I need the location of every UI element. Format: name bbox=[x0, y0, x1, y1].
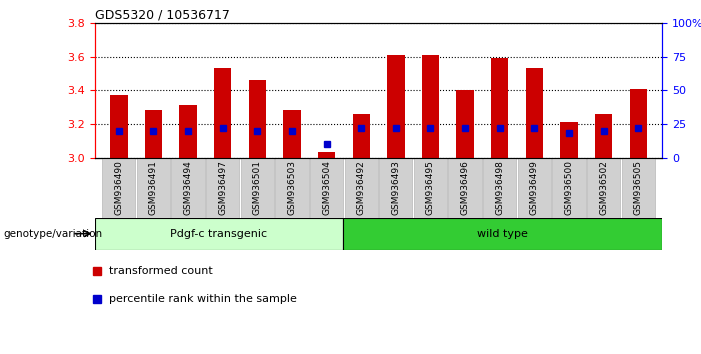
Bar bbox=[310, 158, 343, 218]
Bar bbox=[179, 105, 197, 158]
Text: GSM936501: GSM936501 bbox=[253, 160, 262, 215]
Bar bbox=[483, 158, 517, 218]
Text: Pdgf-c transgenic: Pdgf-c transgenic bbox=[170, 229, 267, 239]
Bar bbox=[387, 55, 404, 158]
Text: GSM936494: GSM936494 bbox=[184, 160, 193, 215]
Text: GSM936497: GSM936497 bbox=[218, 160, 227, 215]
Bar bbox=[595, 114, 612, 158]
Text: GSM936491: GSM936491 bbox=[149, 160, 158, 215]
Text: GSM936502: GSM936502 bbox=[599, 160, 608, 215]
Bar bbox=[343, 218, 662, 250]
Text: GSM936505: GSM936505 bbox=[634, 160, 643, 215]
Text: percentile rank within the sample: percentile rank within the sample bbox=[109, 294, 297, 304]
Bar bbox=[345, 158, 378, 218]
Bar bbox=[145, 110, 162, 158]
Text: transformed count: transformed count bbox=[109, 266, 212, 276]
Text: GSM936490: GSM936490 bbox=[114, 160, 123, 215]
Text: GSM936496: GSM936496 bbox=[461, 160, 470, 215]
Bar bbox=[552, 158, 585, 218]
Bar bbox=[379, 158, 412, 218]
Bar bbox=[214, 68, 231, 158]
Text: GSM936495: GSM936495 bbox=[426, 160, 435, 215]
Text: GSM936500: GSM936500 bbox=[564, 160, 573, 215]
Bar bbox=[240, 158, 274, 218]
Bar bbox=[283, 110, 301, 158]
Text: genotype/variation: genotype/variation bbox=[4, 229, 102, 239]
Text: wild type: wild type bbox=[477, 229, 528, 239]
Text: GSM936498: GSM936498 bbox=[495, 160, 504, 215]
Bar bbox=[456, 90, 474, 158]
Bar bbox=[560, 122, 578, 158]
Bar bbox=[353, 114, 370, 158]
Bar bbox=[275, 158, 308, 218]
Bar bbox=[102, 158, 135, 218]
Bar bbox=[526, 68, 543, 158]
Bar bbox=[137, 158, 170, 218]
Bar bbox=[172, 158, 205, 218]
Bar bbox=[249, 80, 266, 158]
Bar bbox=[449, 158, 482, 218]
Text: GSM936493: GSM936493 bbox=[391, 160, 400, 215]
Bar bbox=[318, 153, 335, 158]
Text: GSM936499: GSM936499 bbox=[530, 160, 539, 215]
Text: GSM936503: GSM936503 bbox=[287, 160, 297, 215]
Bar bbox=[518, 158, 551, 218]
Bar bbox=[206, 158, 239, 218]
Bar bbox=[587, 158, 620, 218]
Bar bbox=[491, 58, 508, 158]
Text: GDS5320 / 10536717: GDS5320 / 10536717 bbox=[95, 9, 229, 22]
Bar bbox=[414, 158, 447, 218]
Bar bbox=[110, 95, 128, 158]
Text: GSM936504: GSM936504 bbox=[322, 160, 331, 215]
Bar bbox=[422, 55, 439, 158]
Bar bbox=[622, 158, 655, 218]
Bar bbox=[629, 88, 647, 158]
Bar bbox=[95, 218, 343, 250]
Text: GSM936492: GSM936492 bbox=[357, 160, 366, 215]
